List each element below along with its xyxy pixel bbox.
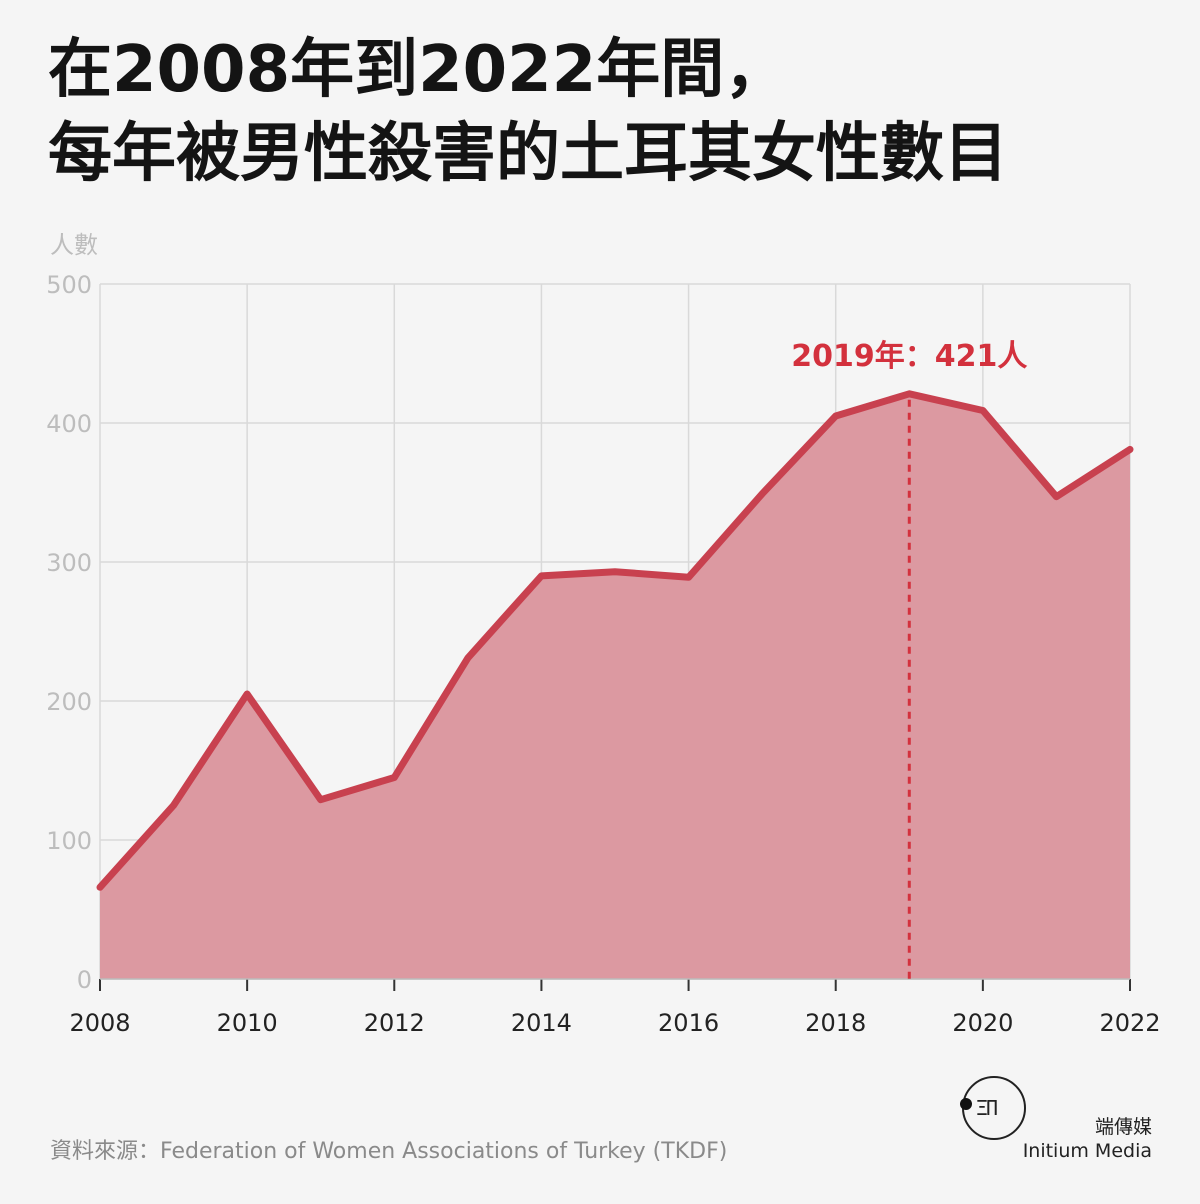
logo-glyph-icon: ΞΠ [976, 1096, 996, 1120]
x-tick-label-6: 2020 [952, 1009, 1013, 1037]
x-tick-label-1: 2010 [217, 1009, 278, 1037]
area-layer [100, 394, 1130, 979]
source-note: 資料來源：Federation of Women Associations of… [50, 1133, 727, 1165]
logo-dot-icon [960, 1098, 972, 1110]
x-tick-label-7: 2022 [1099, 1009, 1160, 1037]
x-tick-label-2: 2012 [364, 1009, 425, 1037]
brand-name-cn: 端傳媒 [1095, 1112, 1152, 1139]
x-tick-label-0: 2008 [69, 1009, 130, 1037]
annotation-label: 2019年：421人 [791, 339, 1027, 374]
y-tick-label-0: 0 [77, 966, 92, 994]
y-tick-label-2: 200 [46, 688, 92, 716]
series-area [100, 394, 1130, 979]
y-axis-label: 人數 [50, 231, 98, 259]
y-tick-label-1: 100 [46, 827, 92, 855]
x-tick-label-4: 2016 [658, 1009, 719, 1037]
y-tick-label-5: 500 [46, 271, 92, 299]
x-tick-label-5: 2018 [805, 1009, 866, 1037]
y-tick-label-3: 300 [46, 549, 92, 577]
brand-name-en: Initium Media [1023, 1140, 1152, 1162]
x-tick-label-3: 2014 [511, 1009, 572, 1037]
initium-logo-icon: ΞΠ [962, 1076, 1026, 1140]
y-tick-label-4: 400 [46, 410, 92, 438]
brand-block: ΞΠ 端傳媒 Initium Media [962, 1074, 1152, 1174]
